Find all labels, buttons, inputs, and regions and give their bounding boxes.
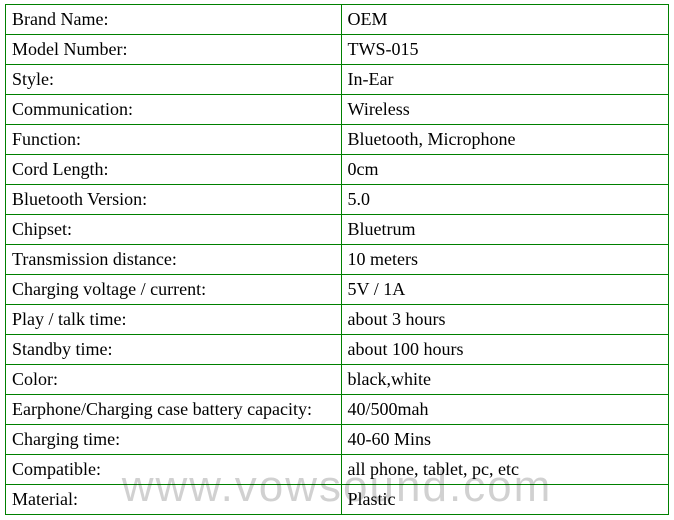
spec-value: Bluetooth, Microphone: [341, 125, 668, 155]
spec-value: Bluetrum: [341, 215, 668, 245]
spec-label: Standby time:: [6, 335, 342, 365]
table-row: Compatible: all phone, tablet, pc, etc: [6, 455, 669, 485]
table-row: Communication: Wireless: [6, 95, 669, 125]
spec-value: all phone, tablet, pc, etc: [341, 455, 668, 485]
spec-value: 5.0: [341, 185, 668, 215]
spec-label: Charging voltage / current:: [6, 275, 342, 305]
spec-table-body: Brand Name: OEM Model Number: TWS-015 St…: [6, 5, 669, 515]
spec-value: Plastic: [341, 485, 668, 515]
table-row: Material: Plastic: [6, 485, 669, 515]
spec-value: 5V / 1A: [341, 275, 668, 305]
spec-value: 0cm: [341, 155, 668, 185]
table-row: Bluetooth Version: 5.0: [6, 185, 669, 215]
spec-value: 40/500mah: [341, 395, 668, 425]
table-row: Transmission distance: 10 meters: [6, 245, 669, 275]
spec-label: Material:: [6, 485, 342, 515]
table-row: Model Number: TWS-015: [6, 35, 669, 65]
table-row: Chipset: Bluetrum: [6, 215, 669, 245]
spec-label: Cord Length:: [6, 155, 342, 185]
spec-value: Wireless: [341, 95, 668, 125]
spec-value: black,white: [341, 365, 668, 395]
spec-label: Brand Name:: [6, 5, 342, 35]
spec-value: In-Ear: [341, 65, 668, 95]
spec-label: Model Number:: [6, 35, 342, 65]
spec-label: Style:: [6, 65, 342, 95]
spec-value: about 3 hours: [341, 305, 668, 335]
spec-value: 10 meters: [341, 245, 668, 275]
spec-label: Transmission distance:: [6, 245, 342, 275]
table-row: Charging voltage / current: 5V / 1A: [6, 275, 669, 305]
spec-label: Communication:: [6, 95, 342, 125]
spec-value: TWS-015: [341, 35, 668, 65]
spec-value: about 100 hours: [341, 335, 668, 365]
table-row: Function: Bluetooth, Microphone: [6, 125, 669, 155]
spec-label: Function:: [6, 125, 342, 155]
spec-label: Compatible:: [6, 455, 342, 485]
table-row: Style: In-Ear: [6, 65, 669, 95]
spec-value: 40-60 Mins: [341, 425, 668, 455]
table-row: Charging time: 40-60 Mins: [6, 425, 669, 455]
spec-value: OEM: [341, 5, 668, 35]
table-row: Color: black,white: [6, 365, 669, 395]
spec-label: Chipset:: [6, 215, 342, 245]
spec-label: Color:: [6, 365, 342, 395]
spec-label: Bluetooth Version:: [6, 185, 342, 215]
table-row: Cord Length: 0cm: [6, 155, 669, 185]
table-row: Standby time: about 100 hours: [6, 335, 669, 365]
table-row: Play / talk time: about 3 hours: [6, 305, 669, 335]
spec-label: Earphone/Charging case battery capacity:: [6, 395, 342, 425]
spec-table: Brand Name: OEM Model Number: TWS-015 St…: [5, 4, 669, 515]
spec-label: Play / talk time:: [6, 305, 342, 335]
table-row: Brand Name: OEM: [6, 5, 669, 35]
table-row: Earphone/Charging case battery capacity:…: [6, 395, 669, 425]
spec-label: Charging time:: [6, 425, 342, 455]
